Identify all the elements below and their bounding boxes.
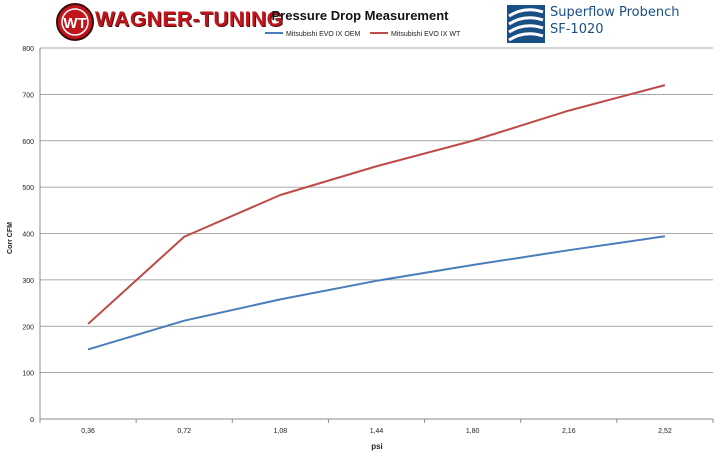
x-axis-label: psi	[371, 442, 383, 451]
series-line-oem	[87, 235, 666, 351]
x-tick-label: 1,80	[466, 428, 480, 435]
superflow-logo	[507, 5, 545, 43]
y-tick-label: 500	[22, 185, 34, 192]
x-tick-label: 2,52	[658, 428, 672, 435]
axis-layer: 0 100 200 300 400 500 600 700 800 0,36 0,72 1,08 1,4…	[22, 46, 714, 435]
x-tick-label: 0,72	[177, 428, 191, 435]
x-tick-label: 1,44	[370, 428, 384, 435]
x-tick-label: 0,36	[81, 428, 95, 435]
y-tick-label: 200	[22, 324, 34, 331]
y-tick-label: 100	[22, 371, 34, 378]
brand-monogram: WT	[63, 15, 86, 32]
y-tick-label: 700	[22, 92, 34, 99]
x-tick-label: 2,16	[562, 428, 576, 435]
y-tick-label: 800	[22, 46, 34, 53]
brand-name: WAGNER-TUNING	[95, 8, 284, 31]
x-tick-label: 1,08	[274, 428, 288, 435]
wagner-tuning-logo: WT	[56, 3, 94, 41]
chart-title: Pressure Drop Measurement	[271, 8, 449, 23]
legend: Mitsubishi EVO IX OEM Mitsubishi EVO IX W…	[265, 31, 461, 38]
y-tick-label: 0	[30, 417, 34, 424]
legend-label: Mitsubishi EVO IX OEM	[286, 31, 360, 38]
y-tick-label: 300	[22, 278, 34, 285]
grid-layer	[40, 47, 713, 420]
y-axis-label: Corr CFM	[7, 222, 14, 254]
bench-model-line2: SF-1020	[550, 22, 604, 37]
y-tick-label: 400	[22, 232, 34, 239]
y-tick-label: 600	[22, 139, 34, 146]
bench-model-line1: Superflow Probench	[550, 5, 680, 20]
series-layer	[87, 84, 666, 351]
legend-label: Mitsubishi EVO IX WT	[391, 31, 461, 38]
series-line-wt	[87, 84, 666, 325]
